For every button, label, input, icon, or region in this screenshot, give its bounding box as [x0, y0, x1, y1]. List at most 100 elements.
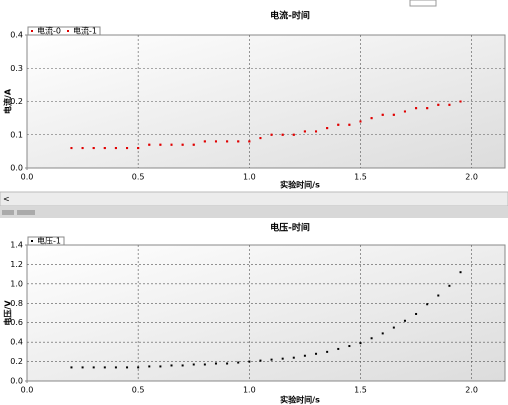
x-tick-label: 0.0: [21, 386, 34, 395]
point: [403, 110, 406, 113]
tool-button[interactable]: [17, 210, 35, 215]
point: [137, 147, 140, 150]
point: [203, 363, 206, 366]
point: [270, 358, 273, 361]
y-tick-label: 1.0: [10, 279, 23, 288]
x-tick-label: 0.5: [132, 386, 145, 395]
tool-button[interactable]: [2, 210, 14, 215]
y-axis-label: 电流/A: [3, 88, 13, 114]
y-tick-label: 0.0: [10, 164, 23, 173]
x-tick-label: 1.0: [243, 173, 256, 182]
point: [226, 362, 229, 365]
point: [92, 366, 95, 369]
point: [370, 117, 373, 120]
y-tick-label: 0.6: [10, 318, 23, 327]
point: [148, 365, 151, 368]
point: [359, 120, 362, 123]
point: [270, 133, 273, 136]
y-tick-label: 1.4: [10, 241, 23, 250]
point: [348, 123, 351, 126]
point: [126, 147, 129, 150]
point: [103, 366, 106, 369]
point: [170, 143, 173, 146]
x-tick-label: 2.0: [465, 173, 478, 182]
point: [337, 347, 340, 350]
scrollbar[interactable]: [0, 191, 508, 207]
legend: [27, 236, 65, 246]
point: [415, 312, 418, 315]
point: [70, 366, 73, 369]
toolbar: [0, 206, 508, 218]
y-tick-label: 0.3: [10, 64, 23, 73]
point: [403, 319, 406, 322]
point: [248, 140, 251, 143]
plot-area: [26, 244, 506, 382]
point: [415, 107, 418, 110]
point: [192, 363, 195, 366]
point: [137, 366, 140, 369]
point: [248, 360, 251, 363]
point: [359, 342, 362, 345]
point: [126, 366, 129, 369]
y-axis-label: 电压/V: [3, 300, 13, 326]
point: [381, 332, 384, 335]
point: [303, 130, 306, 133]
point: [114, 147, 117, 150]
chart-title: 电流-时间: [270, 10, 310, 22]
point: [237, 361, 240, 364]
point: [426, 303, 429, 306]
point: [226, 140, 229, 143]
x-tick-label: 1.5: [354, 173, 367, 182]
point: [292, 133, 295, 136]
x-axis-label: 实验时间/s: [280, 180, 320, 190]
point: [214, 140, 217, 143]
point: [214, 362, 217, 365]
point: [326, 350, 329, 353]
corner-box: [409, 0, 437, 7]
point: [437, 294, 440, 297]
point: [81, 366, 84, 369]
plot-area: [26, 34, 506, 169]
point: [159, 365, 162, 368]
x-tick-label: 0.0: [21, 173, 34, 182]
x-tick-label: 1.5: [354, 386, 367, 395]
chart-title: 电压-时间: [270, 222, 310, 234]
point: [392, 326, 395, 329]
y-tick-label: 0.4: [10, 31, 23, 40]
point: [303, 354, 306, 357]
point: [192, 143, 195, 146]
point: [70, 147, 73, 150]
x-tick-label: 2.0: [465, 386, 478, 395]
x-axis-label: 实验时间/s: [280, 395, 320, 405]
scroll-arrow[interactable]: <: [3, 195, 10, 204]
y-tick-label: 0.4: [10, 338, 23, 347]
point: [426, 107, 429, 110]
point: [437, 103, 440, 106]
legend-label: 电流-1: [73, 26, 97, 36]
point: [348, 345, 351, 348]
point: [159, 143, 162, 146]
legend: [27, 26, 101, 36]
point: [203, 140, 206, 143]
point: [181, 364, 184, 367]
point: [170, 364, 173, 367]
legend-marker: [31, 30, 33, 32]
point: [81, 147, 84, 150]
legend-label: 电压-1: [37, 236, 61, 246]
point: [326, 127, 329, 130]
point: [459, 271, 462, 274]
y-tick-label: 0.1: [10, 130, 23, 139]
point: [92, 147, 95, 150]
point: [237, 140, 240, 143]
y-tick-label: 1.2: [10, 260, 23, 269]
point: [315, 352, 318, 355]
y-tick-label: 0.8: [10, 299, 23, 308]
point: [259, 359, 262, 362]
point: [103, 147, 106, 150]
point: [281, 133, 284, 136]
point: [448, 284, 451, 287]
x-tick-label: 0.5: [132, 173, 145, 182]
point: [114, 366, 117, 369]
point: [448, 103, 451, 106]
